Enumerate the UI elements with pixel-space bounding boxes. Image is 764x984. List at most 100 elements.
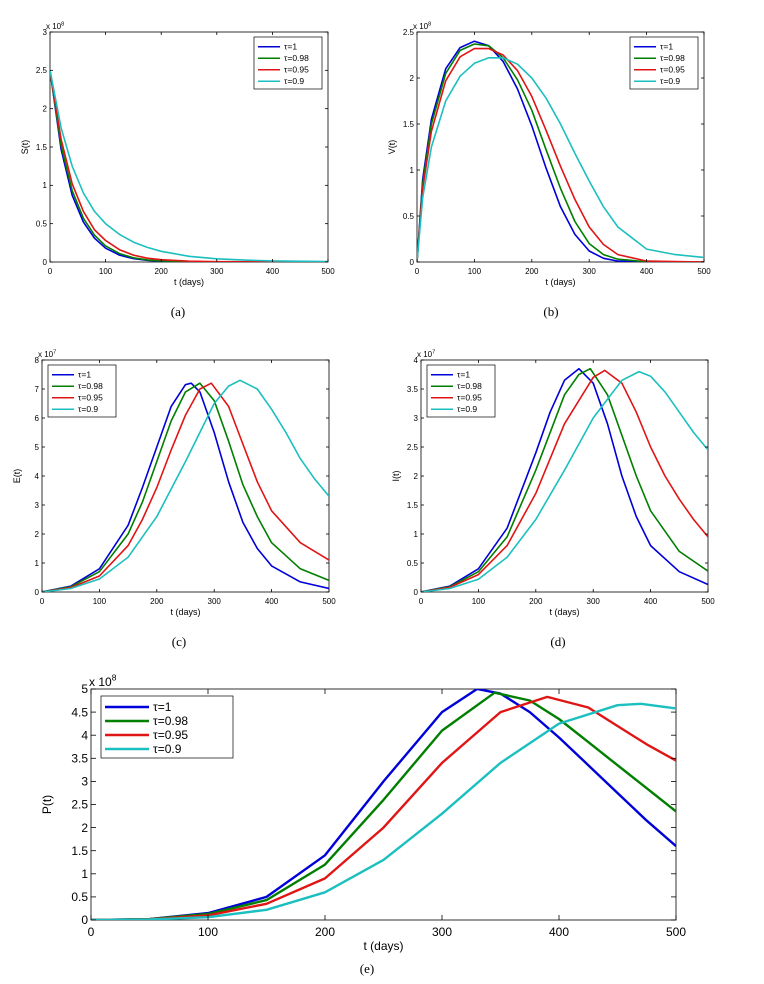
y-tick-label: 2.5 [36,66,48,75]
x-tick-label: 400 [640,267,654,276]
x-tick-label: 0 [88,925,95,939]
x-tick-label: 500 [666,925,686,939]
legend-label: τ=0.98 [284,53,309,63]
x-tick-label: 400 [644,597,658,606]
panel-d: 0 100 200 300 400 500 0 0.5 1 1.5 2 2.5 3 3.5 4x 107 t … [391,349,715,617]
exponent-label: x 108 [413,21,431,31]
legend-label: τ=0.98 [660,53,685,63]
y-tick-label: 4 [414,356,419,365]
series-line-c-3 [42,379,329,592]
caption-c: (c) [172,634,186,649]
y-tick-label: 6 [35,414,40,423]
y-tick-label: 3.5 [407,385,419,394]
y-tick-label: 1.5 [407,501,419,510]
x-tick-label: 200 [155,267,169,276]
exponent-superscript: 8 [112,673,117,683]
series-line-d-0 [421,367,708,592]
y-tick-label: 3 [35,501,40,510]
x-tick-label: 100 [468,267,482,276]
caption-e: (e) [360,961,374,976]
y-tick-label: 4 [35,472,40,481]
y-tick-label: 1.5 [36,143,48,152]
series-line-d-3 [421,370,708,592]
y-tick-label: 1 [81,867,88,881]
legend-b: τ=1τ=0.98 τ=0.95τ=0.9 [629,36,699,90]
series-line-b-0 [417,40,704,262]
legend-box [426,364,496,418]
x-tick-label: 300 [208,597,222,606]
legend-label: τ=0.95 [284,65,309,75]
y-tick-label: 3 [414,414,419,423]
series-line-d-1 [421,367,708,592]
x-tick-label: 100 [472,597,486,606]
x-tick-label: 300 [587,597,601,606]
legend-label: τ=1 [457,370,470,380]
legend-label: τ=0.98 [153,714,188,728]
legend-c: τ=1τ=0.98 τ=0.95τ=0.9 [47,364,117,418]
x-tick-label: 500 [697,267,711,276]
exponent-superscript: 7 [432,349,435,355]
legend-label: τ=0.95 [660,65,685,75]
y-tick-label: 0 [81,913,88,927]
x-axis-label: t (days) [170,607,200,617]
legend-box [253,36,323,90]
y-tick-label: 0.5 [403,212,415,221]
y-tick-label: 1.5 [71,844,88,858]
series-line-c-0 [42,382,329,592]
y-axis-label: E(t) [12,469,22,484]
exponent-superscript: 7 [53,349,56,355]
exponent-label: x 107 [38,349,56,359]
series-line-b-2 [417,47,704,262]
y-tick-label: 1 [410,166,415,175]
legend-label: τ=1 [284,42,297,52]
series-line-c-2 [42,382,329,592]
y-tick-label: 7 [35,385,40,394]
legend-label: τ=0.9 [660,76,680,86]
series-line-d-2 [421,369,708,592]
series-line-b-3 [417,57,704,262]
y-tick-label: 2.5 [407,443,419,452]
x-tick-label: 200 [315,925,335,939]
legend-label: τ=0.95 [153,728,188,742]
y-axis-label: S(t) [20,140,30,155]
exponent-superscript: 8 [61,21,64,27]
series-line-e-1 [91,691,676,920]
y-tick-label: 2.5 [71,798,88,812]
y-axis-label: P(t) [40,795,54,814]
y-tick-label: 0.5 [36,219,48,228]
panel-b: 0 100 200 300 400 500 0 0.5 1 1.5 2 2.5x 108 t (days… [387,21,711,287]
y-tick-label: 4.5 [71,705,88,719]
exponent-label: x 107 [417,349,435,359]
legend-e: τ=1τ=0.98τ=0.95τ=0.9 [100,695,234,759]
x-tick-label: 500 [701,597,715,606]
y-tick-label: 1 [414,530,419,539]
y-tick-label: 5 [81,682,88,696]
legend-a: τ=1τ=0.98 τ=0.95τ=0.9 [253,36,323,90]
y-tick-label: 0 [410,258,415,267]
x-tick-label: 500 [321,267,335,276]
legend-label: τ=1 [78,370,91,380]
x-tick-label: 100 [93,597,107,606]
series-line-a-3 [50,70,328,262]
legend-box [629,36,699,90]
series-line-e-3 [91,702,676,920]
y-tick-label: 8 [35,356,40,365]
exponent-superscript: 8 [428,21,431,27]
legend-label: τ=0.9 [78,404,98,414]
series-line-b-1 [417,43,704,262]
x-tick-label: 300 [432,925,452,939]
y-tick-label: 0 [35,588,40,597]
legend-label: τ=0.98 [78,381,103,391]
y-tick-label: 2 [35,530,40,539]
panel-e: 0 100 200 300 400 500 0 0.5 1 1.5 2 2.5 3 3.5 4 4.5 5x 1… [40,673,686,953]
y-tick-label: 5 [35,443,40,452]
y-tick-label: 0.5 [71,890,88,904]
x-tick-label: 200 [150,597,164,606]
legend-label: τ=0.95 [78,393,103,403]
caption-d: (d) [550,634,565,649]
x-tick-label: 400 [549,925,569,939]
legend-label: τ=0.95 [457,393,482,403]
x-tick-label: 400 [265,597,279,606]
legend-label: τ=0.9 [457,404,477,414]
y-tick-label: 2.5 [403,28,415,37]
